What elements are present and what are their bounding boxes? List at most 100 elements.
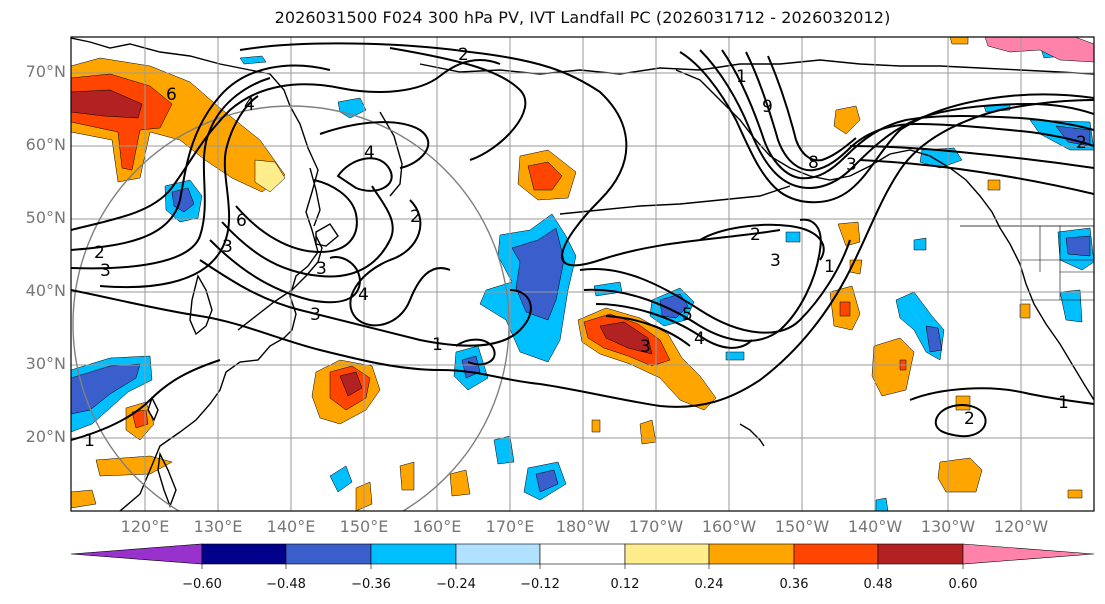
contour-line (99, 95, 259, 289)
contour-line (221, 185, 394, 278)
coastline-taiwan (147, 396, 159, 422)
shade-orange (837, 221, 861, 247)
lat-label: 20°N (25, 427, 66, 446)
lon-label: 160°E (412, 517, 462, 536)
shade-blue (875, 497, 889, 511)
shade-blue (913, 237, 927, 251)
contour-label: 4 (358, 285, 369, 305)
lon-label: 150°W (774, 517, 830, 536)
contour-label: 4 (694, 329, 705, 349)
contour-line (71, 64, 331, 251)
contour-label: 4 (364, 143, 375, 163)
coastline-japan (237, 235, 323, 331)
colorbar-segment (285, 543, 372, 565)
coastline-aleutians (559, 185, 791, 215)
shading-layer (71, 37, 1094, 511)
contour-line (71, 289, 541, 385)
contour-label: 1 (824, 257, 835, 277)
contour-line (71, 77, 271, 270)
colorbar-segment (793, 543, 879, 565)
colorbar-segment (370, 543, 457, 565)
colorbar-segment (708, 543, 795, 565)
contour-label: 3 (770, 251, 781, 271)
colorbar-extend-left (70, 543, 203, 565)
shade-pink (254, 159, 286, 193)
colorbar-segment (201, 543, 287, 565)
contour-line (209, 239, 362, 304)
shade-orange (871, 337, 915, 397)
contour-line (235, 179, 358, 254)
shade-orange (937, 457, 983, 493)
colorbar-tick-label: −0.48 (266, 577, 306, 592)
contour-label: 3 (316, 259, 327, 279)
shade-blue (535, 469, 559, 493)
coastline-hawaii (739, 423, 765, 447)
colorbar (70, 543, 1095, 569)
contour-line (455, 338, 496, 366)
contour-label: 3 (310, 305, 321, 325)
shade-orange (833, 105, 861, 135)
lon-label: 180°W (555, 517, 611, 536)
shade-blue (1059, 289, 1083, 323)
coastline-korea (189, 274, 213, 336)
colorbar-tick-label: −0.36 (351, 577, 391, 592)
shade-red (131, 409, 149, 429)
lon-label: 160°W (701, 517, 757, 536)
contour-line (71, 59, 501, 231)
colorbar-segment (455, 543, 541, 565)
shade-orange (449, 469, 471, 497)
lat-label: 70°N (25, 62, 66, 81)
contour-label: 2 (94, 243, 105, 263)
contour-line (767, 55, 857, 162)
lon-label: 170°W (628, 517, 684, 536)
shade-orange (949, 37, 969, 45)
contour-label: 8 (808, 153, 819, 173)
colorbar-tick-label: −0.60 (182, 577, 222, 592)
shade-blue (925, 325, 943, 353)
contour-line (389, 47, 527, 161)
contour-line (595, 303, 753, 349)
gridlines (71, 37, 1094, 511)
colorbar-tick-label: 0.24 (694, 577, 724, 592)
shade-orange (1067, 489, 1083, 499)
contour-label: 2 (750, 225, 761, 245)
shade-red (527, 161, 563, 191)
shade-blue (71, 363, 141, 415)
contour-label: 5 (682, 305, 693, 325)
shade-pink (984, 37, 1094, 63)
contour-label: 3 (222, 237, 233, 257)
lon-label: 130°E (193, 517, 243, 536)
contour-line (721, 49, 1094, 180)
contour-label: 2 (458, 45, 469, 65)
shade-blue (1065, 235, 1091, 257)
contour-labels: 2 6 4 4 6 2 3 3 4 3 1 2 3 1 2 9 8 3 1 2 (84, 45, 1087, 451)
lon-label: 130°W (920, 517, 976, 536)
lat-label: 30°N (25, 354, 66, 373)
contour-label: 9 (762, 97, 773, 117)
contour-line (605, 315, 691, 347)
contour-label: 1 (1058, 393, 1069, 413)
shade-blue (239, 55, 267, 65)
contour-label: 1 (736, 67, 747, 87)
border-states (1020, 226, 1094, 301)
contour-label: 2 (1076, 133, 1087, 153)
map-content: 2 6 4 4 6 2 3 3 4 3 1 2 3 1 2 9 8 3 1 2 (71, 37, 1094, 511)
colorbar-segment (624, 543, 710, 565)
shade-darkred (339, 371, 363, 397)
shade-orange (71, 489, 97, 509)
contour-label: 4 (244, 95, 255, 115)
shade-blue (785, 231, 801, 243)
contour-line (71, 359, 221, 441)
colorbar-tick-label: −0.24 (436, 577, 476, 592)
shade-darkred (71, 89, 143, 119)
contour-label: 3 (100, 261, 111, 281)
contour-line (239, 42, 781, 267)
lon-label: 140°W (847, 517, 903, 536)
colorbar-tick-label: 0.48 (863, 577, 893, 592)
shade-blue (725, 351, 745, 361)
contour-line (909, 387, 1094, 405)
lon-label: 150°E (339, 517, 389, 536)
lat-label: 60°N (25, 135, 66, 154)
coastline-alaska (675, 69, 1094, 401)
